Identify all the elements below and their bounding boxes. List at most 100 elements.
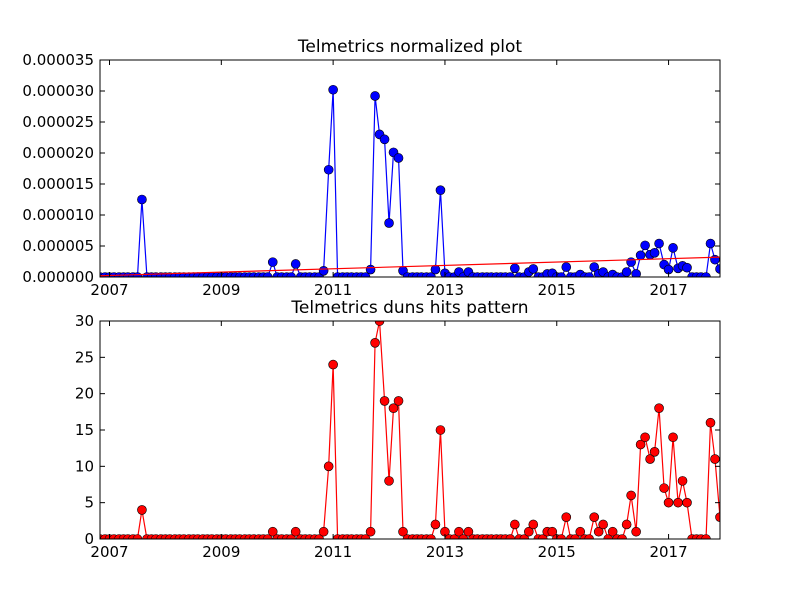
- point: [705, 238, 716, 249]
- point: [360, 272, 371, 277]
- point: [328, 84, 338, 95]
- point: [393, 396, 404, 406]
- chart-title: Telmetrics duns hits pattern: [290, 298, 528, 318]
- point: [715, 264, 720, 274]
- point: [286, 272, 296, 277]
- point: [267, 526, 278, 537]
- point: [626, 257, 636, 267]
- point: [607, 526, 618, 537]
- point: [290, 259, 301, 269]
- point: [365, 526, 376, 537]
- point: [621, 519, 632, 530]
- point: [659, 483, 669, 493]
- point: [370, 337, 380, 348]
- point: [635, 250, 646, 261]
- point: [370, 91, 380, 101]
- point: [505, 534, 516, 539]
- x-tick-label: 2009: [202, 281, 240, 299]
- point: [328, 359, 338, 370]
- point: [631, 526, 641, 537]
- point: [547, 526, 558, 537]
- point: [668, 432, 678, 443]
- y-tick-label: 0.000015: [22, 175, 94, 193]
- point: [505, 272, 516, 277]
- point: [593, 526, 604, 537]
- y-tick-label: 0.000035: [22, 51, 94, 69]
- series-line: [100, 256, 720, 277]
- point: [710, 254, 720, 265]
- y-tick-label: 0.000010: [22, 206, 94, 224]
- point: [584, 272, 594, 277]
- point: [584, 534, 594, 539]
- point: [137, 505, 147, 515]
- y-tick-label: 15: [75, 421, 94, 439]
- y-tick-label: 10: [75, 457, 94, 475]
- y-tick-label: 0.000005: [22, 237, 94, 255]
- point: [323, 164, 334, 175]
- point: [645, 454, 655, 464]
- point: [463, 526, 474, 537]
- point: [374, 321, 385, 326]
- point: [617, 534, 627, 539]
- y-tick-label: 0.000000: [22, 268, 94, 286]
- point: [598, 519, 608, 530]
- point: [379, 134, 390, 145]
- x-tick-label: 2011: [314, 543, 352, 561]
- y-tick-label: 25: [75, 348, 94, 366]
- point: [454, 526, 464, 537]
- x-tick-label: 2015: [538, 543, 576, 561]
- point: [654, 238, 664, 249]
- point: [640, 432, 650, 443]
- chart-title: Telmetrics normalized plot: [297, 37, 522, 57]
- x-tick-label: 2017: [649, 543, 687, 561]
- plot-area: [100, 321, 720, 539]
- point: [663, 497, 674, 508]
- point: [668, 243, 678, 253]
- point: [649, 446, 660, 457]
- point: [528, 264, 539, 274]
- point: [398, 526, 408, 537]
- axes-frame: [99, 59, 721, 278]
- point: [677, 476, 688, 486]
- point: [384, 218, 394, 228]
- point: [435, 425, 446, 435]
- point: [626, 490, 636, 501]
- point: [649, 248, 660, 258]
- point: [635, 439, 646, 450]
- point: [575, 526, 586, 537]
- point: [426, 534, 436, 539]
- point: [589, 262, 600, 272]
- point: [132, 534, 143, 539]
- y-tick-label: 0: [84, 530, 94, 548]
- point: [710, 454, 720, 464]
- point: [654, 403, 664, 414]
- point: [561, 262, 572, 272]
- point: [640, 240, 650, 251]
- point: [556, 272, 567, 277]
- point: [435, 185, 446, 195]
- point: [137, 194, 147, 205]
- point: [430, 519, 441, 530]
- point: [430, 264, 441, 275]
- point: [524, 526, 534, 537]
- y-tick-label: 5: [84, 494, 94, 512]
- point: [701, 534, 711, 539]
- x-tick-label: 2013: [426, 543, 464, 561]
- point: [365, 264, 376, 275]
- x-tick-label: 2007: [90, 543, 128, 561]
- point: [318, 265, 329, 276]
- point: [510, 519, 520, 530]
- point: [267, 257, 278, 267]
- y-tick-label: 30: [75, 312, 94, 330]
- point: [682, 262, 692, 273]
- point: [379, 396, 390, 406]
- point: [388, 403, 399, 414]
- y-tick-label: 20: [75, 385, 94, 403]
- point: [589, 512, 600, 523]
- point: [631, 269, 641, 277]
- point: [715, 512, 720, 522]
- point: [323, 461, 334, 472]
- x-tick-label: 2009: [202, 543, 240, 561]
- point: [290, 526, 301, 537]
